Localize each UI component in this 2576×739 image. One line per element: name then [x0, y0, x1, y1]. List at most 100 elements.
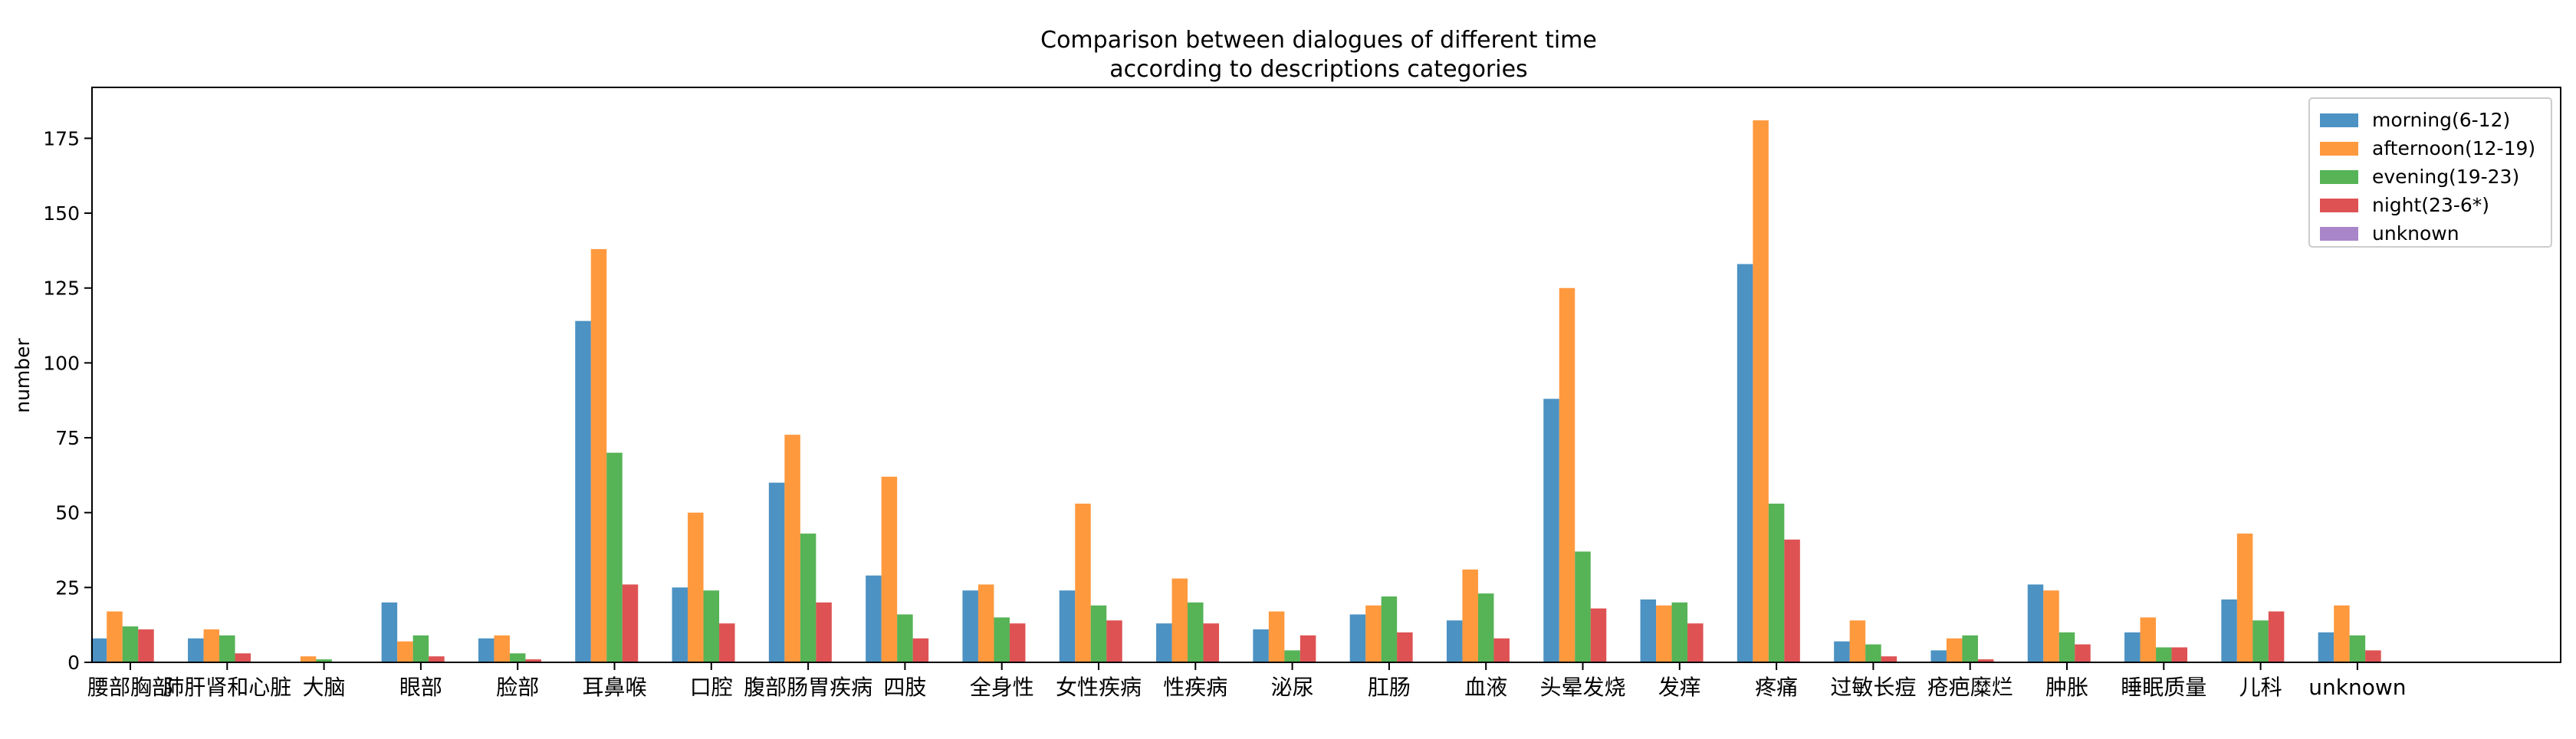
- bar-afternoon(12-19)-睡眠质量: [2140, 617, 2157, 662]
- bar-evening(19-23)-腹部肠胃疾病: [800, 534, 816, 662]
- bar-morning(6-12)-疮疤糜烂: [1930, 650, 1947, 663]
- bar-night(23-6*)-儿科: [2268, 611, 2285, 662]
- x-tick-label: 肿胀: [2045, 675, 2088, 700]
- x-tick-label: 眼部: [399, 675, 442, 700]
- bar-evening(19-23)-眼部: [412, 635, 429, 662]
- bar-night(23-6*)-肛肠: [1397, 632, 1413, 662]
- bar-night(23-6*)-疼痛: [1784, 539, 1800, 662]
- bar-morning(6-12)-发痒: [1640, 599, 1657, 662]
- x-tick-label: 疼痛: [1755, 675, 1798, 700]
- bar-morning(6-12)-脸部: [478, 638, 495, 662]
- x-tick-label: 疮疤糜烂: [1927, 675, 2013, 700]
- bars-layer: [90, 120, 2381, 663]
- y-tick-label: 125: [43, 278, 80, 300]
- bar-evening(19-23)-疮疤糜烂: [1962, 635, 1978, 662]
- x-tick-label: 发痒: [1658, 675, 1701, 700]
- bar-morning(6-12)-全身性: [962, 590, 978, 662]
- x-tick-label: 四肢: [883, 675, 926, 700]
- bar-night(23-6*)-疮疤糜烂: [1977, 659, 1994, 662]
- bar-afternoon(12-19)-脸部: [494, 635, 510, 662]
- x-tick-label: 女性疾病: [1056, 675, 1142, 700]
- bar-evening(19-23)-四肢: [897, 614, 913, 662]
- x-tick-label: 过敏长痘: [1830, 675, 1916, 700]
- x-tick-label: 腹部肠胃疾病: [744, 675, 872, 700]
- bar-evening(19-23)-口腔: [703, 590, 720, 662]
- bar-morning(6-12)-头晕发烧: [1543, 399, 1559, 662]
- bar-afternoon(12-19)-腰部胸部: [107, 611, 123, 662]
- bar-morning(6-12)-肺肝肾和心脏: [188, 638, 204, 662]
- bar-evening(19-23)-全身性: [994, 617, 1010, 662]
- bar-morning(6-12)-腰部胸部: [90, 638, 107, 662]
- bar-afternoon(12-19)-腹部肠胃疾病: [784, 435, 800, 663]
- bar-evening(19-23)-肿胀: [2058, 632, 2075, 662]
- bar-morning(6-12)-儿科: [2221, 599, 2237, 662]
- bar-afternoon(12-19)-性疾病: [1171, 578, 1188, 663]
- y-tick-label: 0: [67, 652, 80, 674]
- bar-afternoon(12-19)-疮疤糜烂: [1946, 638, 1963, 662]
- bar-evening(19-23)-肛肠: [1381, 596, 1398, 662]
- x-tick-label: 耳鼻喉: [582, 675, 646, 700]
- bar-night(23-6*)-口腔: [719, 623, 735, 662]
- bar-morning(6-12)-眼部: [381, 602, 398, 663]
- bar-night(23-6*)-全身性: [1009, 623, 1026, 662]
- plot-frame: [91, 87, 2561, 663]
- legend-label-evening(19-23): evening(19-23): [2372, 166, 2519, 188]
- bar-evening(19-23)-性疾病: [1188, 602, 1204, 663]
- x-tick-label: 睡眠质量: [2121, 675, 2206, 700]
- bar-evening(19-23)-泌尿: [1284, 650, 1300, 663]
- bar-evening(19-23)-头晕发烧: [1575, 551, 1591, 662]
- legend-swatch-evening(19-23): [2320, 170, 2358, 184]
- legend-label-morning(6-12): morning(6-12): [2372, 109, 2510, 131]
- legend-swatch-morning(6-12): [2320, 113, 2358, 127]
- legend-box: [2308, 97, 2552, 248]
- x-tick-label: 血液: [1464, 675, 1507, 700]
- bar-morning(6-12)-四肢: [866, 575, 882, 662]
- legend: morning(6-12) afternoon(12-19) evening(19-…: [2308, 97, 2552, 248]
- y-axis: 0 25 50 75 100 125 150 175: [43, 127, 92, 674]
- legend-swatch-unknown: [2320, 227, 2358, 241]
- x-tick-label: 儿科: [2239, 675, 2282, 700]
- bar-evening(19-23)-腰部胸部: [122, 626, 139, 663]
- bar-night(23-6*)-四肢: [912, 638, 929, 662]
- bar-afternoon(12-19)-肛肠: [1365, 605, 1382, 662]
- bar-morning(6-12)-口腔: [672, 587, 688, 662]
- bar-evening(19-23)-发痒: [1671, 602, 1688, 663]
- bar-night(23-6*)-脸部: [525, 659, 541, 662]
- bar-morning(6-12)-女性疾病: [1059, 590, 1076, 662]
- y-tick-label: 25: [55, 576, 80, 599]
- bar-night(23-6*)-性疾病: [1203, 623, 1220, 662]
- x-tick-label: 性疾病: [1163, 675, 1227, 700]
- x-tick-label: 口腔: [690, 675, 733, 700]
- y-tick-label: 75: [55, 427, 80, 449]
- y-tick-label: 175: [43, 127, 80, 149]
- x-tick-label: 肛肠: [1368, 675, 1411, 700]
- bar-evening(19-23)-睡眠质量: [2156, 647, 2172, 662]
- bar-night(23-6*)-过敏长痘: [1881, 656, 1898, 662]
- x-tick-label: 头晕发烧: [1539, 675, 1625, 700]
- bar-afternoon(12-19)-头晕发烧: [1559, 287, 1576, 662]
- legend-label-unknown: unknown: [2372, 222, 2459, 245]
- bar-morning(6-12)-肛肠: [1349, 614, 1366, 662]
- bar-morning(6-12)-疼痛: [1737, 264, 1753, 663]
- y-axis-label: number: [12, 337, 34, 412]
- y-tick-label: 150: [43, 202, 80, 225]
- bar-night(23-6*)-女性疾病: [1106, 620, 1122, 662]
- bar-afternoon(12-19)-儿科: [2236, 534, 2253, 662]
- bar-evening(19-23)-unknown: [2349, 635, 2366, 662]
- bar-afternoon(12-19)-大脑: [300, 656, 317, 662]
- bar-evening(19-23)-血液: [1477, 593, 1494, 662]
- bar-night(23-6*)-泌尿: [1300, 635, 1316, 662]
- bar-night(23-6*)-肺肝肾和心脏: [235, 653, 251, 662]
- bar-afternoon(12-19)-肺肝肾和心脏: [203, 629, 220, 662]
- bar-evening(19-23)-肺肝肾和心脏: [219, 635, 235, 662]
- y-tick-label: 100: [43, 352, 80, 374]
- bar-evening(19-23)-脸部: [509, 653, 526, 662]
- bar-afternoon(12-19)-疼痛: [1753, 120, 1769, 663]
- bar-night(23-6*)-血液: [1493, 638, 1510, 662]
- bar-morning(6-12)-unknown: [2318, 632, 2334, 662]
- bar-night(23-6*)-耳鼻喉: [622, 584, 639, 662]
- bar-afternoon(12-19)-四肢: [881, 476, 898, 662]
- x-tick-label: 全身性: [970, 675, 1034, 700]
